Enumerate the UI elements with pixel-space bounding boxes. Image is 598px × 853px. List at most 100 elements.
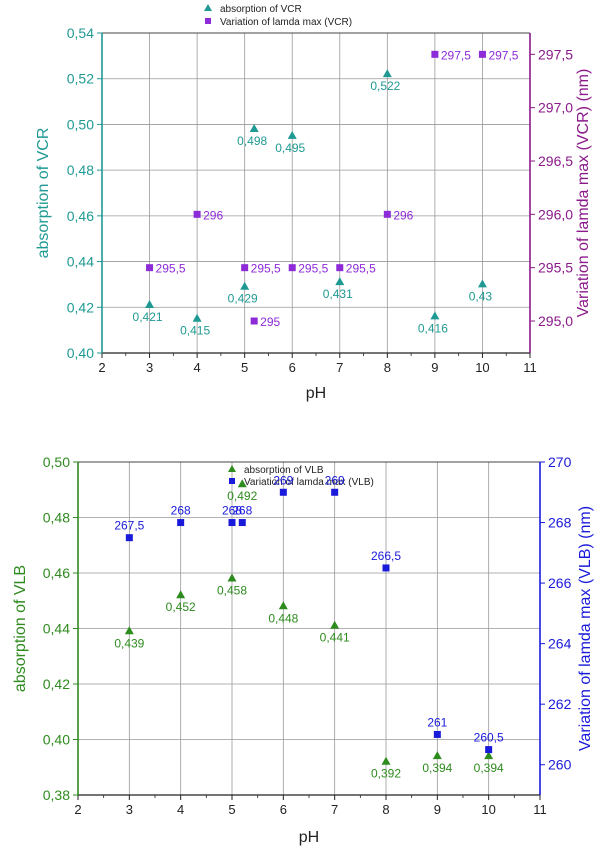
- x-tick-label: 6: [289, 360, 296, 375]
- data-point-square: [250, 317, 258, 325]
- data-label: 268: [222, 504, 242, 518]
- data-point-triangle: [278, 601, 288, 610]
- data-label: 297,5: [488, 48, 518, 62]
- data-label: 0,392: [371, 767, 401, 781]
- data-point-triangle: [430, 311, 440, 320]
- data-label: 295,5: [251, 262, 281, 276]
- chart-2: 2 3 4 5 6 7 8 9 10 11 0,38 0,40 0,42 0,44 0,46 0,48 0,50…: [12, 454, 594, 846]
- data-point-square: [331, 488, 339, 496]
- data-point-triangle: [176, 590, 186, 599]
- data-label: 0,448: [268, 611, 298, 625]
- data-label: 269: [325, 473, 345, 487]
- data-point-square: [193, 210, 201, 218]
- data-point-triangle: [287, 130, 297, 139]
- x-tick-label: 3: [146, 360, 153, 375]
- data-point-triangle: [240, 281, 250, 290]
- data-label: 0,458: [217, 584, 247, 598]
- right-y-tick-label: 266: [548, 575, 572, 591]
- data-label: 0,394: [422, 761, 452, 775]
- right-y-tick-label: 297,5: [538, 46, 573, 62]
- data-label: 260,5: [474, 731, 504, 745]
- data-label: 295,5: [346, 262, 376, 276]
- data-point-square: [431, 50, 439, 58]
- right-y-tick-label: 264: [548, 636, 572, 652]
- data-point-triangle: [249, 124, 259, 132]
- data-label: 296: [203, 208, 223, 222]
- data-point-square: [288, 264, 296, 272]
- x-tick-label: 4: [193, 360, 200, 375]
- right-y-tick-label: 297,0: [538, 100, 573, 116]
- left-y-tick-label: 0,54: [67, 25, 94, 41]
- data-label: 0,415: [180, 324, 210, 338]
- legend-label: Variation of lamda max (VLB): [244, 477, 374, 488]
- data-label: 0,394: [474, 761, 504, 775]
- left-y-tick-label: 0,38: [43, 787, 70, 803]
- data-point-triangle: [237, 479, 247, 488]
- data-label: 261: [427, 715, 447, 729]
- left-y-tick-label: 0,50: [67, 116, 94, 132]
- right-y-tick-label: 295,5: [538, 260, 573, 276]
- data-point-triangle: [145, 300, 155, 308]
- legend-label: absorption of VCR: [220, 4, 302, 15]
- data-point-square: [383, 210, 391, 218]
- x-tick-label: 9: [434, 802, 441, 817]
- data-point-square: [238, 519, 246, 527]
- x-tick-label: 6: [280, 802, 287, 817]
- x-axis-title: pH: [299, 829, 319, 846]
- legend-triangle-marker: [204, 4, 212, 11]
- legend-label: absorption of VLB: [244, 465, 324, 476]
- legend-triangle-marker: [228, 465, 236, 472]
- left-y-tick-label: 0,44: [67, 254, 94, 270]
- x-tick-label: 7: [331, 802, 338, 817]
- right-y-tick-label: 262: [548, 696, 572, 712]
- data-point-square: [279, 488, 287, 496]
- data-label: 295,5: [298, 262, 328, 276]
- data-label: 268: [232, 504, 252, 518]
- x-tick-label: 4: [177, 802, 184, 817]
- data-point-square: [336, 264, 344, 272]
- data-point-square: [478, 50, 486, 58]
- left-y-tick-label: 0,44: [43, 621, 70, 637]
- data-label: 295,5: [156, 262, 186, 276]
- x-tick-label: 8: [384, 360, 391, 375]
- x-tick-label: 10: [481, 802, 495, 817]
- data-label: 0,431: [323, 287, 353, 301]
- x-tick-label: 2: [98, 360, 105, 375]
- right-y-tick-label: 268: [548, 515, 572, 531]
- data-point-square: [125, 534, 133, 542]
- x-tick-label: 7: [336, 360, 343, 375]
- data-point-triangle: [484, 751, 494, 760]
- data-label: 266,5: [371, 549, 401, 563]
- data-point-square: [228, 519, 236, 527]
- data-label: 0,416: [418, 321, 448, 335]
- data-label: 0,498: [237, 134, 267, 148]
- legend-label: Variation of lamda max (VCR): [220, 17, 352, 28]
- right-y-tick-label: 295,0: [538, 313, 573, 329]
- left-y-tick-label: 0,42: [67, 299, 94, 315]
- x-tick-label: 11: [523, 360, 537, 375]
- left-y-tick-label: 0,40: [67, 345, 94, 361]
- right-y-axis-title: Variation of lamda max (VLB) (nm): [577, 506, 594, 751]
- data-label: 268: [171, 504, 191, 518]
- data-point-triangle: [192, 313, 202, 322]
- data-point-triangle: [477, 279, 487, 288]
- data-point-triangle: [432, 751, 442, 760]
- data-point-square: [433, 730, 441, 738]
- data-point-triangle: [227, 573, 237, 582]
- left-y-axis-title: absorption of VCR: [35, 128, 52, 259]
- data-point-square: [146, 264, 154, 272]
- x-axis-title: pH: [306, 385, 326, 402]
- x-tick-label: 2: [74, 802, 81, 817]
- left-y-tick-label: 0,42: [43, 676, 70, 692]
- x-tick-label: 3: [126, 802, 133, 817]
- data-label: 0,495: [275, 141, 305, 155]
- data-point-square: [241, 264, 249, 272]
- legend-square-marker: [205, 18, 211, 24]
- data-label: 295: [260, 315, 280, 329]
- x-tick-label: 11: [533, 802, 547, 817]
- chart-1: 2 3 4 5 6 7 8 9 10 11 0,40 0,42 0,44 0,46 0,48 0,50 0,52…: [35, 4, 592, 402]
- data-label: 269: [273, 473, 293, 487]
- left-y-tick-label: 0,52: [67, 71, 94, 87]
- right-y-tick-label: 296,5: [538, 153, 573, 169]
